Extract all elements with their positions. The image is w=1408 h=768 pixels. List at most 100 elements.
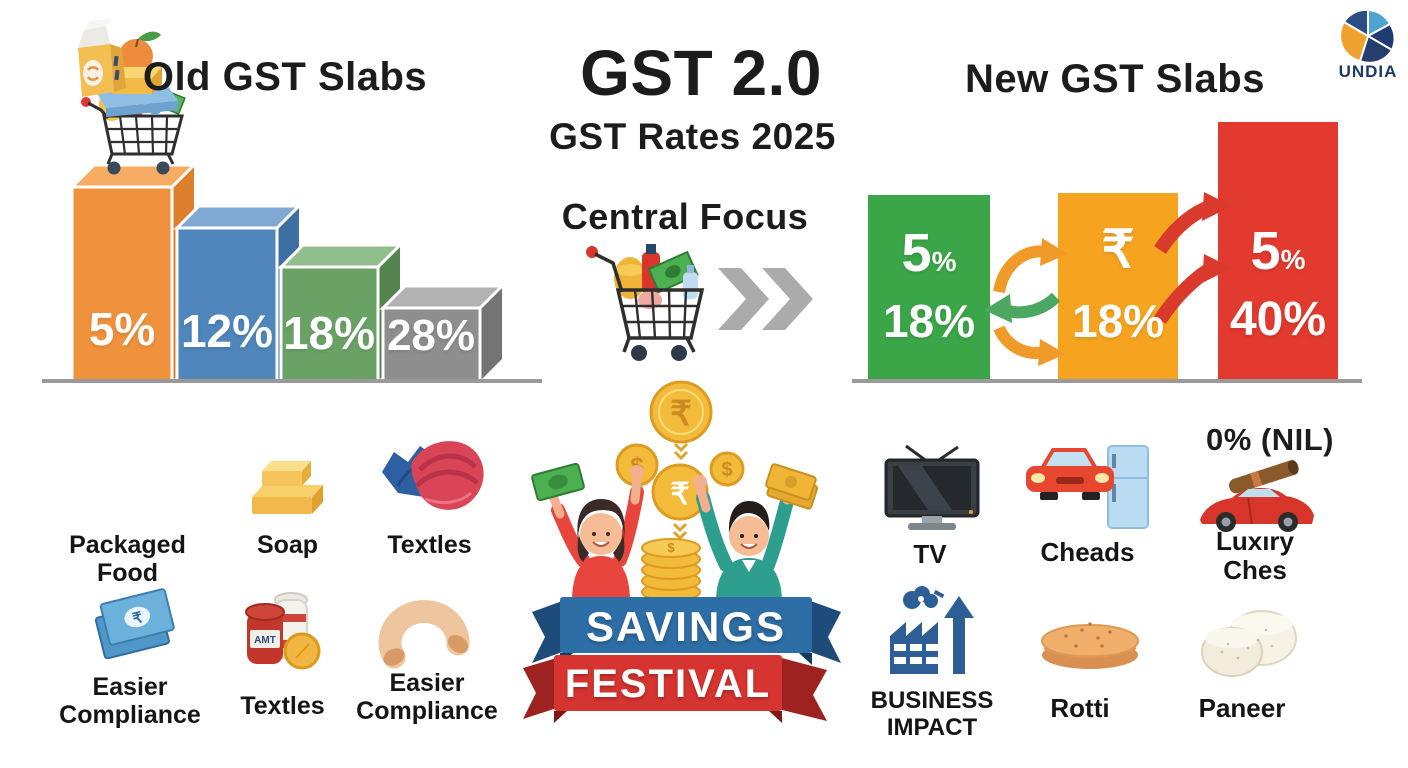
new-gst-bar-chart (852, 122, 1362, 383)
old-bar-label-1: 5% (88, 303, 156, 355)
label-line: Ches (1223, 555, 1287, 586)
logo-pie-icon (1339, 8, 1396, 64)
new-gst-title: New GST Slabs (965, 57, 1265, 101)
old-gst-title: Old GST Slabs (142, 55, 428, 99)
savings-banner-text: SAVINGS (586, 603, 786, 650)
label-line: IMPACT (886, 713, 978, 741)
coin-rupee-glyph: ₹ (670, 478, 689, 511)
rise-arrows-icon (1154, 192, 1232, 324)
new-bar-orange-bottom-label: 18% (1071, 295, 1165, 347)
old-gst-bar-chart (42, 163, 542, 383)
gold-notes-icon (765, 463, 819, 510)
rupee-coin-icon: ₹ (649, 380, 713, 444)
coin-rupee-glyph: ₹ (670, 395, 692, 433)
item-label-textiles: Textles (372, 531, 487, 559)
central-focus-title: Central Focus (561, 196, 809, 237)
rupee-symbol: ₹ (1101, 221, 1135, 279)
central-cart-icon (586, 244, 705, 361)
paneer-icon (1201, 610, 1297, 677)
label-line: Rotti (1050, 693, 1110, 723)
new-bar-green (868, 195, 990, 379)
label-line: BUSINESS (870, 687, 994, 714)
coin-dollar-glyph: $ (721, 459, 732, 481)
old-bar-28pct (379, 284, 506, 383)
old-bar-label-3: 18% (282, 307, 376, 359)
money-notes-icon: ₹ (94, 588, 175, 660)
down-arrow-icon (673, 450, 689, 461)
festival-ribbon (523, 655, 827, 723)
new-bar-red-top-label: 5% (1218, 224, 1338, 278)
new-bar-red (1218, 122, 1338, 379)
pasta-icon (378, 600, 470, 669)
main-title: GST 2.0 (580, 37, 822, 109)
item-label-packaged-food: Packaged Food (40, 531, 215, 587)
item-label-easier-compliance-2: Easier Compliance (338, 669, 516, 725)
item-label-textiles-2: Textles (225, 692, 340, 720)
new-bar-green-top-label: 5% (868, 226, 990, 280)
new-bar-red-bottom-label: 40% (1229, 293, 1327, 346)
subtitle: GST Rates 2025 (549, 116, 836, 157)
old-bar-label-4: 28% (386, 311, 476, 360)
man-celebrating (693, 463, 819, 602)
label-line: TV (913, 539, 947, 569)
factory-icon (890, 586, 974, 674)
item-label-luxury: Luxıry Ches (1165, 526, 1345, 586)
new-bar-green-bottom-label: 18% (882, 295, 976, 347)
label-line: Luxıry (1215, 526, 1295, 556)
item-label-soap: Soap (230, 531, 345, 559)
down-arrow-icon (672, 522, 688, 533)
textiles-icon (382, 441, 484, 510)
packaged-food-icon (78, 19, 178, 117)
tv-icon (884, 444, 980, 530)
down-arrow-icon (672, 530, 688, 541)
label-line: Easier (92, 673, 168, 701)
down-arrow-icon (673, 442, 689, 453)
big-value: 5 (1250, 221, 1281, 281)
new-chart-baseline (852, 379, 1362, 383)
festival-banner-text: FESTIVAL (564, 662, 772, 706)
new-bar-orange (1058, 193, 1178, 379)
savings-festival-scene: ₹ $ ₹ $ (523, 380, 841, 723)
small-unit: % (931, 246, 957, 277)
swap-arrows-icon (984, 238, 1068, 366)
banknote-icon (531, 462, 585, 502)
rupee-coin-icon: ₹ (651, 463, 709, 521)
jars-icon: AMT (245, 592, 321, 670)
soap-icon (252, 461, 323, 514)
big-value: 5 (901, 223, 932, 283)
item-label-business-impact: BUSINESS IMPACT (868, 687, 996, 742)
item-label-tv: TV (875, 539, 985, 569)
old-chart-baseline (42, 379, 542, 383)
label-line: Textles (240, 692, 325, 720)
luxury-car-icon (1200, 460, 1314, 532)
item-label-cheads: Cheads (1020, 537, 1155, 567)
jar-label-text: AMT (254, 635, 276, 646)
item-label-rotti: Rotti (1025, 693, 1135, 723)
savings-ribbon (532, 597, 841, 665)
coin-dollar-glyph: $ (667, 540, 675, 555)
label-line: Packaged Food (69, 531, 186, 587)
logo-text: UNDIA (1338, 62, 1398, 81)
label-line: Textles (387, 531, 472, 559)
coin-stack-icon: $ (641, 538, 701, 602)
note-rupee-glyph: ₹ (131, 609, 145, 628)
label-line: Easier (389, 669, 465, 697)
small-unit: % (1280, 244, 1306, 275)
rotti-icon (1041, 622, 1139, 669)
dollar-coin-icon: $ (709, 451, 745, 487)
item-label-easier-compliance-1: Easier Compliance (40, 673, 220, 729)
nil-heading: 0% (NIL) (1206, 422, 1334, 457)
label-line: Paneer (1198, 693, 1286, 723)
label-line: Soap (256, 531, 319, 559)
label-line: Cheads (1040, 537, 1135, 567)
label-line: Compliance (59, 701, 201, 729)
woman-celebrating (531, 462, 644, 602)
car-fridge-icon (1026, 445, 1149, 529)
label-line: Compliance (356, 697, 498, 725)
item-label-paneer: Paneer (1182, 693, 1302, 723)
old-bar-label-2: 12% (180, 305, 274, 357)
chevron-right-icon (718, 268, 813, 330)
new-bar-orange-top-label: ₹ (1058, 224, 1178, 276)
